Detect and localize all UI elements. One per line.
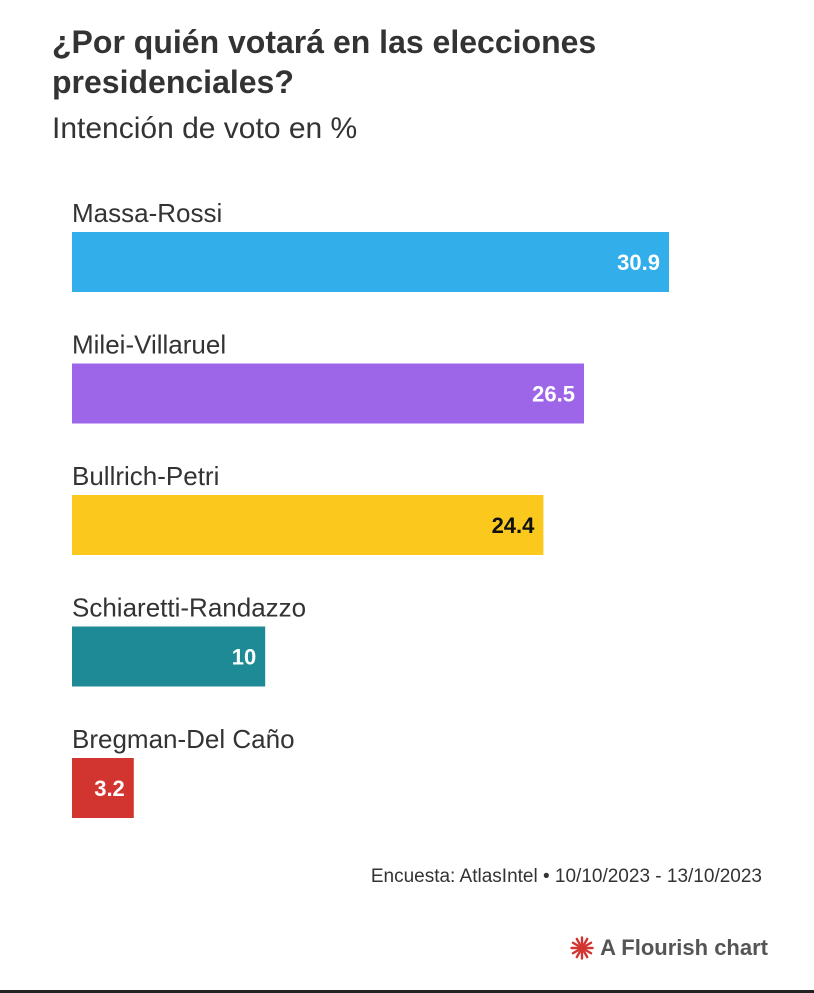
bar[interactable]	[72, 363, 584, 424]
source-note: Encuesta: AtlasIntel • 10/10/2023 - 13/1…	[370, 866, 762, 887]
bar[interactable]	[72, 626, 266, 687]
value-label: 26.5	[532, 382, 575, 407]
flourish-credit-label: A Flourish chart	[600, 935, 768, 960]
value-label: 24.4	[492, 513, 536, 538]
bar[interactable]	[72, 758, 134, 818]
value-label: 30.9	[617, 250, 660, 275]
category-label: Bullrich-Petri	[72, 461, 219, 491]
category-label: Schiaretti-Randazzo	[72, 593, 306, 623]
chart-subtitle: Intención de voto en %	[52, 112, 358, 145]
category-label: Bregman-Del Caño	[72, 724, 295, 754]
flourish-icon	[570, 936, 594, 960]
category-label: Milei-Villaruel	[72, 330, 226, 360]
bar[interactable]	[72, 495, 544, 555]
value-label: 3.2	[94, 776, 125, 801]
category-label: Massa-Rossi	[72, 198, 222, 228]
bar[interactable]	[72, 232, 669, 292]
flourish-credit[interactable]: A Flourish chart	[570, 935, 768, 961]
bottom-divider	[0, 990, 814, 993]
chart-title: ¿Por quién votará en las elecciones pres…	[52, 24, 597, 100]
value-label: 10	[232, 645, 256, 670]
